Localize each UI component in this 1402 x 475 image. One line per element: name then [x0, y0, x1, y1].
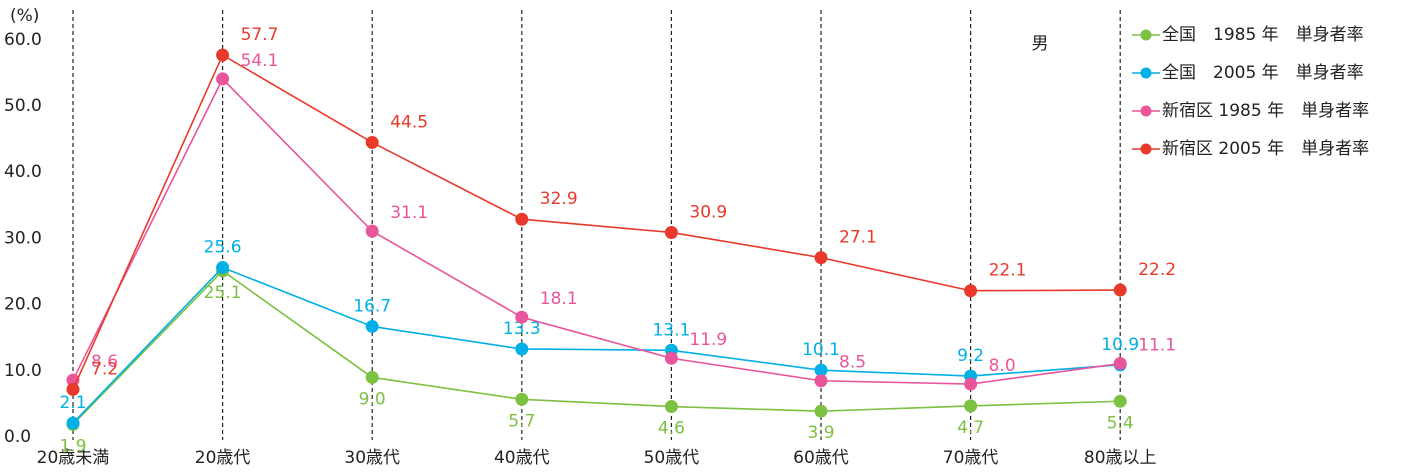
legend-label: 新宿区 1985 年 単身者率: [1162, 101, 1369, 121]
legend-label: 全国 1985 年 単身者率: [1162, 25, 1364, 45]
data-point: [515, 342, 529, 356]
data-label: 1.9: [59, 436, 86, 456]
data-label: 5.7: [508, 411, 535, 431]
data-label: 54.1: [241, 51, 279, 71]
data-label: 4.7: [957, 418, 984, 438]
data-point: [1113, 394, 1127, 408]
y-tick-label: 30.0: [4, 228, 42, 248]
data-label: 16.7: [353, 296, 391, 316]
data-point: [515, 310, 529, 324]
series-line: [72, 77, 1121, 385]
x-tick-label: 70歳代: [943, 448, 999, 468]
y-tick-label: 20.0: [4, 295, 42, 315]
x-tick-label: 20歳代: [195, 448, 251, 468]
data-label: 32.9: [540, 189, 578, 209]
x-tick-label: 40歳代: [494, 448, 550, 468]
data-point: [365, 370, 379, 384]
data-label: 9.2: [957, 346, 984, 366]
data-point: [515, 212, 529, 226]
data-label: 27.1: [839, 228, 877, 248]
data-label: 25.6: [204, 238, 242, 258]
legend-marker: [1140, 143, 1152, 155]
data-point: [964, 284, 978, 298]
data-point: [964, 377, 978, 391]
legend-label: 全国 2005 年 単身者率: [1162, 63, 1364, 83]
data-point: [814, 251, 828, 265]
series-line: [72, 266, 1121, 424]
x-tick-label: 50歳代: [644, 448, 700, 468]
data-label: 10.9: [1101, 335, 1139, 355]
data-label: 2.1: [59, 393, 86, 413]
legend-label: 新宿区 2005 年 単身者率: [1162, 139, 1369, 159]
x-tick-label: 20歳未満: [37, 448, 110, 468]
data-label: 11.1: [1138, 336, 1176, 356]
data-point: [216, 261, 230, 275]
x-tick-label: 30歳代: [344, 448, 400, 468]
data-point: [664, 225, 678, 239]
data-label: 25.1: [204, 283, 242, 303]
y-tick-label: 10.0: [4, 361, 42, 381]
data-point: [664, 400, 678, 414]
data-point: [1113, 357, 1127, 371]
y-tick-label: 40.0: [4, 162, 42, 182]
data-label: 3.9: [807, 423, 834, 443]
data-label: 57.7: [241, 25, 279, 45]
legend-marker: [1140, 29, 1152, 41]
data-label: 8.0: [989, 356, 1016, 376]
data-label: 44.5: [390, 112, 428, 132]
y-axis-label: (%): [10, 6, 39, 26]
data-label: 9.0: [359, 389, 386, 409]
data-label: 4.6: [658, 419, 685, 439]
data-point: [216, 48, 230, 62]
data-point: [515, 392, 529, 406]
legend-marker: [1140, 105, 1152, 117]
data-label: 8.6: [91, 352, 118, 372]
x-tick-label: 80歳以上: [1084, 448, 1157, 468]
data-label: 31.1: [390, 203, 428, 223]
data-point: [66, 382, 80, 396]
data-point: [365, 224, 379, 238]
x-tick-label: 60歳代: [793, 448, 849, 468]
data-point: [664, 351, 678, 365]
y-tick-label: 60.0: [4, 30, 42, 50]
data-label: 13.1: [652, 320, 690, 340]
data-point: [964, 399, 978, 413]
data-label: 7.2: [91, 359, 118, 379]
data-point: [66, 416, 80, 430]
data-label: 5.4: [1107, 413, 1134, 433]
data-label: 13.3: [503, 319, 541, 339]
data-point: [814, 374, 828, 388]
data-point: [365, 135, 379, 149]
data-point: [814, 404, 828, 418]
data-label: 22.2: [1138, 260, 1176, 280]
data-point: [365, 319, 379, 333]
annotation: 男: [1032, 34, 1049, 54]
series-line: [72, 269, 1121, 425]
data-point: [814, 363, 828, 377]
data-label: 11.9: [689, 330, 727, 350]
data-label: 10.1: [802, 340, 840, 360]
series-line: [72, 53, 1121, 390]
data-point: [1113, 283, 1127, 297]
data-label: 18.1: [540, 289, 578, 309]
y-tick-label: 50.0: [4, 96, 42, 116]
data-label: 30.9: [689, 202, 727, 222]
y-tick-label: 0.0: [4, 427, 31, 447]
data-label: 22.1: [989, 261, 1027, 281]
data-point: [216, 72, 230, 86]
legend-marker: [1140, 67, 1152, 79]
data-label: 8.5: [839, 353, 866, 373]
